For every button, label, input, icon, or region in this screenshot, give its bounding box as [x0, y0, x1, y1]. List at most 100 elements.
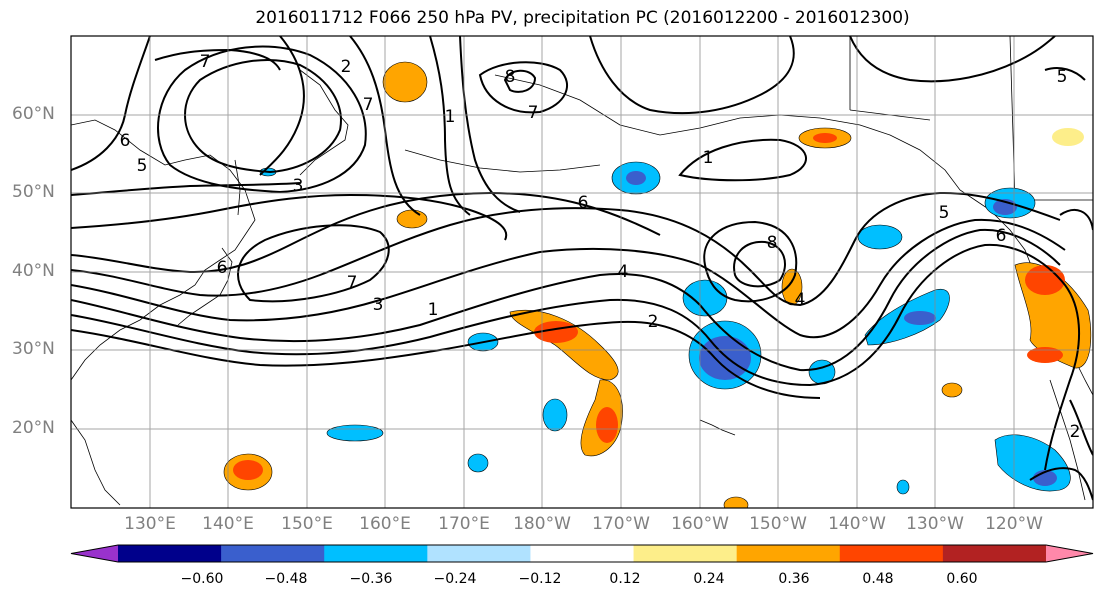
contour-label: 1: [428, 300, 439, 320]
pv-contour: [71, 191, 1061, 307]
lon-label: 140°W: [828, 514, 886, 534]
pv-contour: [503, 69, 537, 93]
lon-label: 150°W: [749, 514, 807, 534]
contour-label: 4: [795, 290, 806, 310]
precip-blob: [1027, 347, 1063, 363]
precip-blob: [904, 311, 936, 325]
lon-label: 140°E: [202, 514, 254, 534]
pv-contour: [71, 320, 821, 399]
lon-label: 130°W: [906, 514, 964, 534]
pv-contour: [259, 36, 305, 176]
colorbar-tick-label: −0.48: [264, 571, 308, 587]
coast-china: [71, 419, 121, 506]
contour-label: 6: [120, 131, 131, 151]
colorbar-tick-label: 0.24: [693, 571, 725, 587]
pv-contour: [237, 224, 390, 303]
contour-label: 3: [373, 295, 384, 315]
lon-label: 120°W: [985, 514, 1043, 534]
contour-label: 7: [363, 95, 374, 115]
pv-contour: [71, 182, 301, 196]
lat-label: 40°N: [12, 261, 55, 281]
precip-blob: [994, 434, 1071, 492]
lon-label: 170°E: [438, 514, 490, 534]
precip-blob: [382, 61, 428, 103]
contour-label: 5: [1057, 67, 1068, 87]
contour-label: 7: [200, 52, 211, 72]
precip-blob: [813, 133, 837, 143]
contour-label: 4: [618, 262, 629, 282]
precip-blob: [723, 496, 749, 508]
contour-label: 7: [347, 273, 358, 293]
coast-aleutians: [404, 149, 601, 173]
precip-blob: [326, 424, 384, 442]
lat-label: 50°N: [12, 182, 55, 202]
lat-label: 60°N: [12, 104, 55, 124]
coast-asia: [71, 119, 256, 381]
contour-label: 1: [445, 107, 456, 127]
pv-contour: [157, 45, 367, 194]
colorbar-tick-label: −0.24: [433, 571, 477, 587]
pv-contour: [1059, 209, 1093, 231]
contour-labels: 7 2 7 6 5 3 8 1 7 6 4 1 2 3 7 6 8 4 6 5 …: [120, 52, 1081, 442]
precip-blob: [233, 460, 263, 480]
precip-blob: [941, 382, 963, 398]
pv-contour: [71, 193, 508, 241]
contour-label: 5: [137, 156, 148, 176]
colorbar-tick-label: 0.36: [778, 571, 810, 587]
pv-contour: [459, 36, 521, 213]
contour-label: 1: [703, 148, 714, 168]
lat-label: 20°N: [12, 418, 55, 438]
colorbar-tick-label: −0.36: [349, 571, 393, 587]
colorbar-tick-label: 0.60: [946, 571, 978, 587]
contour-label: 6: [217, 258, 228, 278]
lon-label: 160°W: [671, 514, 729, 534]
contour-label: 2: [1070, 422, 1081, 442]
coast-mexico: [1049, 379, 1086, 501]
coast-kamchatka: [299, 69, 349, 176]
lat-label: 30°N: [12, 339, 55, 359]
border-canada: [849, 36, 1093, 201]
pv-contour: [154, 48, 281, 71]
lon-label: 160°E: [359, 514, 411, 534]
precip-blob: [857, 224, 903, 250]
colorbar-tick-label: −0.60: [180, 571, 224, 587]
pv-contour: [71, 192, 661, 274]
pv-contour: [849, 36, 1056, 83]
colorbar-tick-label: 0.12: [609, 571, 641, 587]
contour-label: 6: [996, 226, 1007, 246]
pv-contour: [429, 36, 471, 216]
pv-contour: [1029, 467, 1093, 501]
pv-contour: [703, 220, 798, 303]
pv-contour: [478, 61, 569, 114]
pv-contour: [71, 36, 151, 171]
pv-contour: [1044, 67, 1086, 81]
pv-contour: [71, 243, 1080, 471]
lon-label: 150°E: [281, 514, 333, 534]
pv-contour: [678, 138, 807, 182]
pv-contours: [71, 36, 1093, 501]
precip-blob: [626, 171, 646, 185]
contour-label: 3: [293, 176, 304, 196]
precip-blob: [896, 479, 910, 495]
grid: [71, 36, 1093, 508]
pv-contour: [733, 240, 786, 288]
precip-blob: [396, 209, 428, 229]
precip-blob: [467, 453, 489, 473]
pv-contour: [71, 218, 1066, 339]
lon-label: 170°W: [592, 514, 650, 534]
colorbar-tick-label: −0.12: [518, 571, 562, 587]
map-frame: [70, 35, 1094, 509]
contour-label: 8: [767, 233, 778, 253]
contour-label: 7: [528, 103, 539, 123]
precip-blob: [699, 336, 751, 380]
lon-label: 130°E: [124, 514, 176, 534]
precip-blob: [1052, 128, 1084, 146]
map-title: 2016011712 F066 250 hPa PV, precipitatio…: [255, 8, 910, 28]
colorbar-tick-label: 0.48: [862, 571, 894, 587]
pv-contour: [589, 36, 795, 115]
precip-blob: [1025, 265, 1065, 295]
precip-blob: [542, 398, 568, 432]
contour-label: 8: [505, 67, 516, 87]
precip-blob: [509, 309, 619, 381]
